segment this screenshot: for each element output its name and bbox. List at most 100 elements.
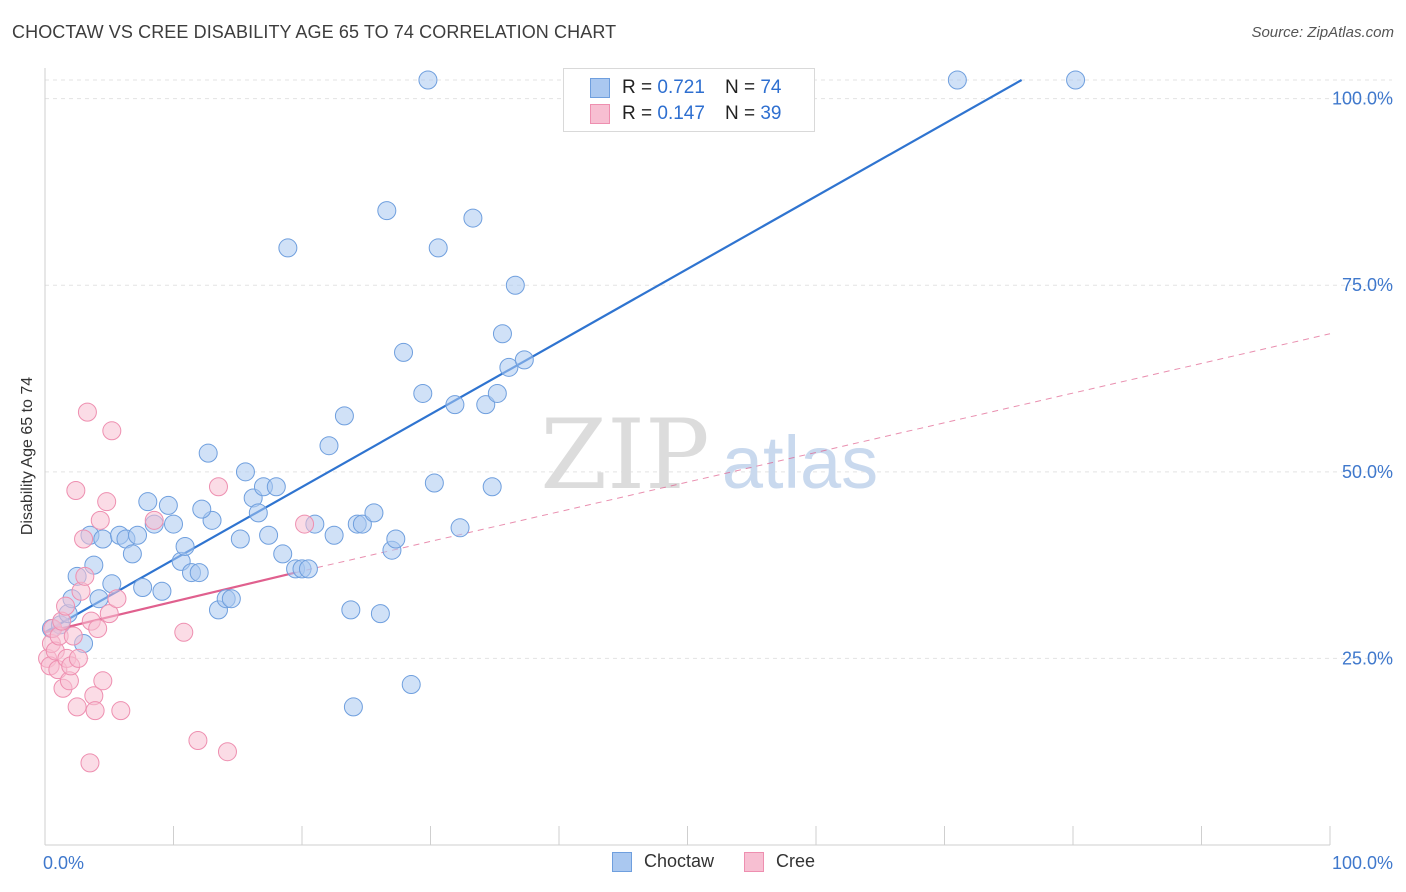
data-point <box>93 529 113 549</box>
data-point <box>401 675 421 695</box>
data-point <box>505 275 525 295</box>
watermark-zip: ZIP <box>540 399 709 511</box>
data-point <box>152 581 172 601</box>
data-point <box>248 503 268 523</box>
data-point <box>217 742 237 762</box>
data-point <box>77 402 97 422</box>
data-point <box>499 357 519 377</box>
stats-legend: R = 0.721 N = 74 R = 0.147 N = 39 <box>563 68 815 132</box>
cree-r-value: 0.147 <box>657 103 705 124</box>
legend-row-choctaw: R = 0.721 N = 74 <box>590 76 781 100</box>
data-point <box>487 383 507 403</box>
choctaw-legend-label: Choctaw <box>644 851 715 871</box>
legend-item-cree[interactable]: Cree <box>744 851 815 872</box>
series-choctaw <box>41 70 1086 717</box>
data-point <box>450 518 470 538</box>
data-point <box>144 510 164 530</box>
data-point <box>85 701 105 721</box>
data-point <box>259 525 279 545</box>
data-point <box>334 406 354 426</box>
data-point <box>56 596 76 616</box>
data-point <box>74 529 94 549</box>
data-point <box>235 462 255 482</box>
data-point <box>476 395 496 415</box>
data-point <box>295 514 315 534</box>
data-point <box>111 701 131 721</box>
data-point <box>208 477 228 497</box>
data-point <box>352 514 372 534</box>
data-point <box>88 619 108 639</box>
data-point <box>278 238 298 258</box>
data-point <box>97 492 117 512</box>
data-point <box>266 477 286 497</box>
cree-swatch <box>590 104 610 124</box>
data-point <box>90 510 110 530</box>
data-point <box>370 604 390 624</box>
data-point <box>188 731 208 751</box>
data-point <box>174 622 194 642</box>
data-point <box>364 503 384 523</box>
trend-lines <box>44 79 1331 634</box>
data-point <box>482 477 502 497</box>
choctaw-n-label: N = <box>724 77 756 98</box>
cree-legend-swatch <box>744 851 765 872</box>
data-point <box>102 421 122 441</box>
data-point <box>377 201 397 221</box>
data-point <box>319 436 339 456</box>
chart-title: CHOCTAW VS CREE DISABILITY AGE 65 TO 74 … <box>12 22 617 42</box>
data-points <box>38 70 1086 773</box>
choctaw-n-value: 74 <box>760 77 782 98</box>
data-point <box>221 589 241 609</box>
y-axis-title: Disability Age 65 to 74 <box>19 376 36 536</box>
data-point <box>418 70 438 90</box>
data-point <box>66 480 86 500</box>
data-point <box>138 492 158 512</box>
y-tick-label: 25.0% <box>1342 648 1393 668</box>
data-point <box>189 563 209 583</box>
cree-r-label: R = <box>622 103 653 124</box>
axes <box>44 68 1331 846</box>
trend-line-choctaw <box>44 79 1023 634</box>
data-point <box>175 536 195 556</box>
data-point <box>80 753 100 773</box>
cree-legend-label: Cree <box>776 851 816 871</box>
tick-labels: 25.0% 50.0% 75.0% 100.0% 0.0% 100.0% <box>43 89 1393 873</box>
data-point <box>463 208 483 228</box>
choctaw-swatch <box>590 78 610 98</box>
data-point <box>89 589 109 609</box>
legend-row-cree: R = 0.147 N = 39 <box>590 102 781 126</box>
data-point <box>63 626 83 646</box>
data-point <box>324 525 344 545</box>
legend-item-choctaw[interactable]: Choctaw <box>612 851 714 872</box>
cree-n-label: N = <box>724 103 756 124</box>
data-point <box>198 443 218 463</box>
data-point <box>93 671 113 691</box>
data-point <box>128 525 148 545</box>
data-point <box>192 499 212 519</box>
data-point <box>230 529 250 549</box>
data-point <box>445 395 465 415</box>
source-label: Source: ZipAtlas.com <box>1251 24 1394 41</box>
x-tick-label-max: 100.0% <box>1332 853 1393 873</box>
data-point <box>107 589 127 609</box>
choctaw-r-value: 0.721 <box>657 77 705 98</box>
data-point <box>514 350 534 370</box>
data-point <box>424 473 444 493</box>
data-point <box>133 578 153 598</box>
y-tick-label: 50.0% <box>1342 462 1393 482</box>
data-point <box>947 70 967 90</box>
data-point <box>158 495 178 515</box>
series-legend: Choctaw Cree <box>612 851 845 872</box>
data-point <box>122 544 142 564</box>
x-tick-label-min: 0.0% <box>43 853 84 873</box>
grid-lines <box>45 79 1392 659</box>
trend-line-dashed-cree <box>295 333 1331 574</box>
cree-n-value: 39 <box>760 103 782 124</box>
data-point <box>68 648 88 668</box>
data-point <box>1066 70 1086 90</box>
data-point <box>428 238 448 258</box>
data-point <box>298 559 318 579</box>
choctaw-r-label: R = <box>622 77 653 98</box>
series-cree <box>38 402 315 773</box>
